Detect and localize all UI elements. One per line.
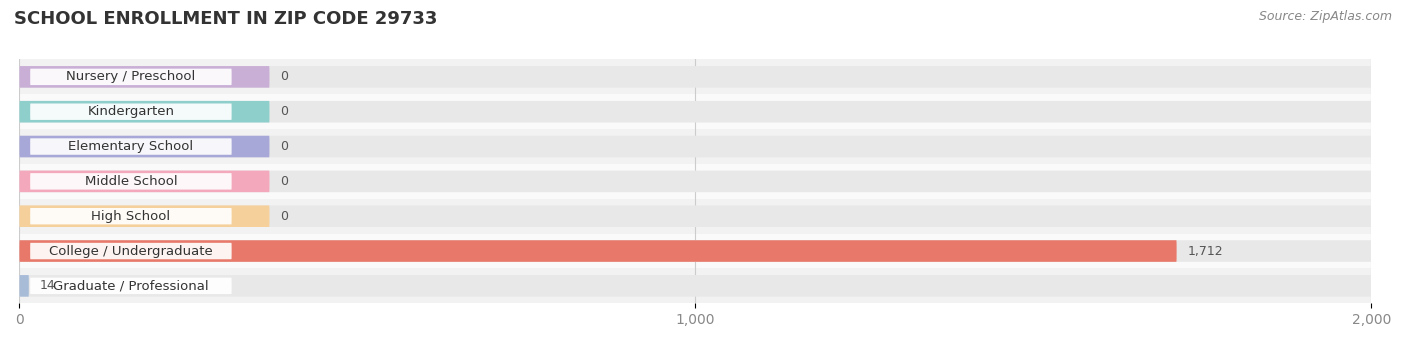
FancyBboxPatch shape xyxy=(20,66,270,88)
FancyBboxPatch shape xyxy=(20,240,1177,262)
FancyBboxPatch shape xyxy=(30,104,232,120)
FancyBboxPatch shape xyxy=(20,275,30,297)
Text: High School: High School xyxy=(91,210,170,223)
Bar xyxy=(20,164,1371,199)
FancyBboxPatch shape xyxy=(20,171,1371,192)
Text: Graduate / Professional: Graduate / Professional xyxy=(53,279,208,292)
FancyBboxPatch shape xyxy=(30,138,232,155)
Text: 0: 0 xyxy=(280,70,288,83)
Text: SCHOOL ENROLLMENT IN ZIP CODE 29733: SCHOOL ENROLLMENT IN ZIP CODE 29733 xyxy=(14,10,437,28)
FancyBboxPatch shape xyxy=(30,243,232,259)
Text: 0: 0 xyxy=(280,140,288,153)
FancyBboxPatch shape xyxy=(30,173,232,189)
Text: 1,712: 1,712 xyxy=(1188,245,1223,258)
FancyBboxPatch shape xyxy=(20,66,1371,88)
FancyBboxPatch shape xyxy=(20,171,270,192)
FancyBboxPatch shape xyxy=(20,136,270,157)
FancyBboxPatch shape xyxy=(30,69,232,85)
Text: Middle School: Middle School xyxy=(84,175,177,188)
Text: 0: 0 xyxy=(280,210,288,223)
FancyBboxPatch shape xyxy=(20,101,1371,122)
FancyBboxPatch shape xyxy=(20,206,1371,227)
Text: Nursery / Preschool: Nursery / Preschool xyxy=(66,70,195,83)
FancyBboxPatch shape xyxy=(30,278,232,294)
Text: Kindergarten: Kindergarten xyxy=(87,105,174,118)
Bar xyxy=(20,199,1371,234)
Text: Source: ZipAtlas.com: Source: ZipAtlas.com xyxy=(1258,10,1392,23)
FancyBboxPatch shape xyxy=(30,208,232,224)
Text: College / Undergraduate: College / Undergraduate xyxy=(49,245,212,258)
Text: 14: 14 xyxy=(39,279,55,292)
FancyBboxPatch shape xyxy=(20,275,1371,297)
Bar xyxy=(20,60,1371,94)
Text: 0: 0 xyxy=(280,175,288,188)
Bar xyxy=(20,94,1371,129)
Bar xyxy=(20,268,1371,303)
Bar xyxy=(20,129,1371,164)
FancyBboxPatch shape xyxy=(20,240,1371,262)
Text: 0: 0 xyxy=(280,105,288,118)
Text: Elementary School: Elementary School xyxy=(69,140,194,153)
FancyBboxPatch shape xyxy=(20,136,1371,157)
FancyBboxPatch shape xyxy=(20,206,270,227)
Bar xyxy=(20,234,1371,268)
FancyBboxPatch shape xyxy=(20,101,270,122)
